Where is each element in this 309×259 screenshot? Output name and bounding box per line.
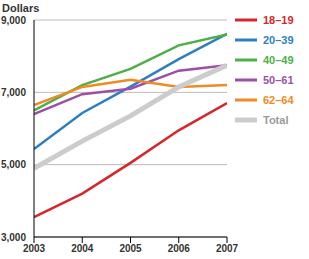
html-text:Total: Total [263,114,289,126]
svg-text:9,000: 9,000 [8,15,26,26]
html-text:18–19: 18–19 [263,14,294,26]
html-text:Dollars: Dollars [2,2,40,14]
html-text:40–49: 40–49 [263,54,294,66]
svg-text:5,000: 5,000 [8,159,26,170]
svg-text:2003: 2003 [23,243,46,254]
svg-text:7,000: 7,000 [8,87,26,98]
svg-text:2006: 2006 [168,243,191,254]
svg-text:2004: 2004 [71,243,94,254]
svg-text:2005: 2005 [119,243,142,254]
html-text:62–64: 62–64 [263,94,294,106]
html-text:50–61: 50–61 [263,74,294,86]
svg-text:2007: 2007 [216,243,239,254]
html-text:20–39: 20–39 [263,34,294,46]
svg-text:3,000: 3,000 [8,232,26,243]
